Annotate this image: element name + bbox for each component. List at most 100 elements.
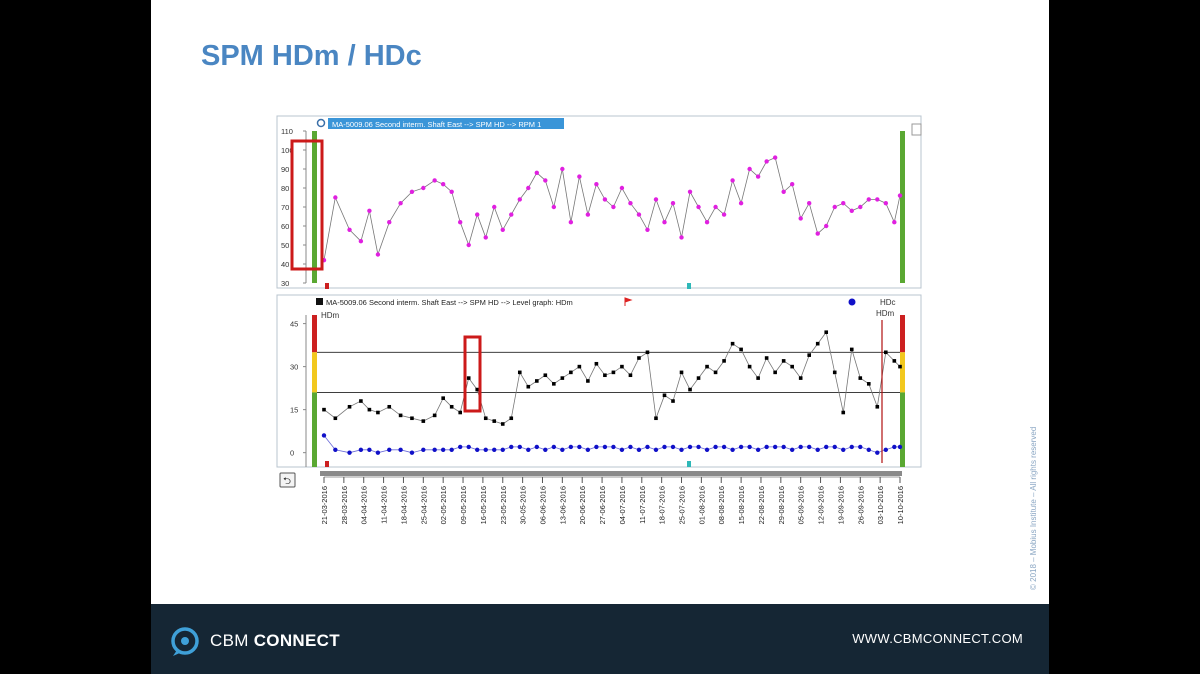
rpm-point bbox=[440, 182, 446, 187]
x-tick-label: 30-05-2016 bbox=[519, 486, 528, 524]
rpm-point bbox=[747, 166, 752, 172]
hdc-point bbox=[483, 447, 488, 452]
hd-y-tick-label: 30 bbox=[290, 363, 298, 372]
hdm-point bbox=[679, 370, 684, 375]
hd-event-marker-2 bbox=[687, 461, 691, 467]
hdc-point bbox=[789, 447, 795, 452]
hdm-point bbox=[645, 350, 650, 355]
slide-title: SPM HDm / HDc bbox=[201, 40, 422, 72]
hdm-point bbox=[500, 422, 505, 426]
hdc-point bbox=[772, 444, 778, 450]
hdc-point bbox=[807, 444, 812, 450]
hdc-point bbox=[492, 447, 497, 452]
rpm-point bbox=[815, 231, 820, 236]
x-tick-label: 04-07-2016 bbox=[618, 486, 627, 524]
copyright-notice: © 2018 – Mobius Institute – All rights r… bbox=[1029, 426, 1038, 590]
hdc-point bbox=[398, 447, 403, 452]
rpm-point bbox=[526, 185, 531, 191]
x-tick-label: 28-03-2016 bbox=[340, 486, 349, 524]
hdm-point bbox=[449, 404, 454, 409]
rpm-point bbox=[534, 170, 540, 175]
hdc-point bbox=[824, 444, 829, 450]
rpm-alarm-band-right bbox=[900, 131, 905, 283]
hdm-point bbox=[858, 376, 863, 380]
rpm-y-tick-label: 110 bbox=[281, 127, 293, 136]
hd-alarm-green-left bbox=[312, 392, 317, 467]
hdm-point bbox=[688, 387, 692, 392]
website-link[interactable]: WWW.CBMCONNECT.COM bbox=[852, 631, 1023, 646]
hdm-point bbox=[815, 341, 820, 346]
hdm-point bbox=[441, 396, 445, 400]
x-tick-label: 09-05-2016 bbox=[459, 486, 468, 524]
hdm-point bbox=[367, 407, 372, 412]
hdc-point bbox=[517, 444, 522, 450]
rpm-point bbox=[875, 197, 880, 202]
hdm-point bbox=[535, 379, 539, 383]
hdc-point bbox=[577, 444, 582, 450]
hdc-point bbox=[670, 444, 676, 450]
x-tick-label: 19-09-2016 bbox=[836, 486, 845, 524]
slide: SPM HDm / HDc MA-5009.06 Second interm. … bbox=[151, 0, 1049, 674]
hdm-point bbox=[898, 364, 902, 369]
x-tick-label: 25-07-2016 bbox=[678, 486, 687, 524]
rpm-point bbox=[492, 204, 497, 210]
rpm-point bbox=[333, 195, 338, 200]
hdm-point bbox=[410, 416, 414, 421]
hdm-point bbox=[611, 370, 616, 375]
hdc-point bbox=[841, 447, 846, 452]
hdc-point bbox=[764, 444, 769, 450]
hdm-point bbox=[781, 359, 786, 363]
rpm-point bbox=[670, 201, 676, 206]
x-tick-label: 29-08-2016 bbox=[777, 486, 786, 524]
hd-event-marker bbox=[325, 461, 329, 467]
rpm-point bbox=[509, 212, 514, 217]
hdc-point bbox=[849, 444, 854, 450]
hdc-point bbox=[679, 447, 684, 452]
rpm-y-tick-label: 60 bbox=[281, 222, 289, 231]
hdc-point bbox=[409, 450, 415, 455]
back-arrow-icon: ⮌ bbox=[283, 476, 291, 487]
rpm-point bbox=[611, 204, 616, 210]
x-tick-label: 16-05-2016 bbox=[479, 486, 488, 524]
hdc-point bbox=[892, 444, 897, 450]
hdc-point bbox=[543, 447, 548, 452]
hdc-point bbox=[687, 444, 693, 450]
hdm-point bbox=[713, 370, 718, 375]
hdc-point bbox=[509, 444, 514, 450]
hdm-point bbox=[466, 376, 471, 380]
hdm-point bbox=[333, 416, 338, 421]
hdm-point bbox=[517, 370, 522, 375]
rpm-point bbox=[636, 212, 642, 217]
hdm-point bbox=[569, 370, 573, 375]
rpm-point bbox=[585, 212, 591, 217]
rpm-point bbox=[387, 220, 392, 225]
hdc-point bbox=[568, 444, 574, 450]
rpm-point bbox=[892, 220, 897, 225]
hdc-point bbox=[704, 447, 710, 452]
x-tick-label: 25-04-2016 bbox=[419, 486, 428, 524]
hdm-point bbox=[509, 416, 514, 421]
hdm-point bbox=[824, 330, 829, 335]
hd-alarm-red-right bbox=[900, 315, 905, 353]
hdm-point bbox=[347, 404, 352, 409]
rpm-point bbox=[645, 227, 650, 232]
rpm-point bbox=[764, 159, 769, 164]
x-tick-label: 06-06-2016 bbox=[538, 486, 547, 524]
hdm-point bbox=[696, 376, 701, 380]
hdm-point bbox=[432, 413, 437, 418]
rpm-event-marker bbox=[325, 283, 329, 289]
hd-chart-frame bbox=[276, 294, 922, 468]
hdc-point bbox=[526, 447, 531, 452]
rpm-point bbox=[619, 185, 625, 191]
hdm-point bbox=[790, 364, 794, 369]
hdc-point bbox=[560, 447, 565, 452]
hdc-point bbox=[798, 444, 803, 450]
hdm-point bbox=[359, 399, 363, 403]
hdc-point bbox=[883, 447, 889, 452]
rpm-point bbox=[687, 189, 693, 194]
hdc-point bbox=[500, 447, 505, 452]
x-tick-label: 11-07-2016 bbox=[638, 486, 647, 524]
hdc-point bbox=[815, 447, 820, 452]
rpm-chart-title-bg bbox=[328, 118, 564, 129]
hd-chart-title: MA-5009.06 Second interm. Shaft East -->… bbox=[326, 298, 573, 307]
